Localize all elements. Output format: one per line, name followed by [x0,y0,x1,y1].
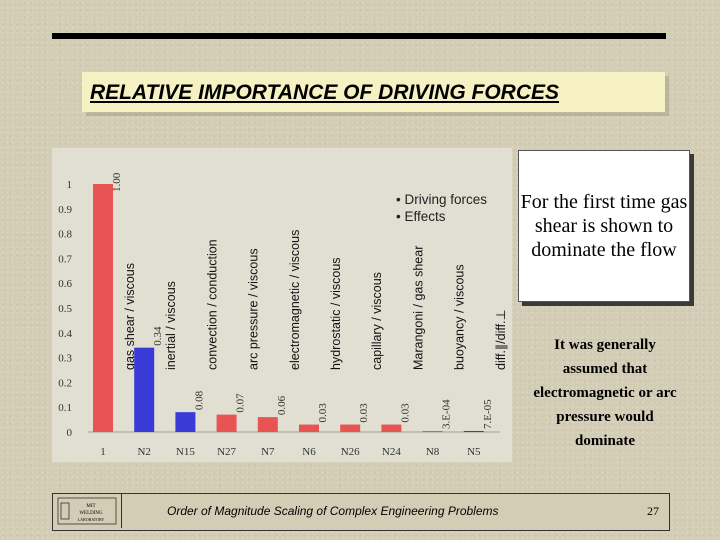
data-label: 0.03 [317,403,329,423]
bar-label: gas shear / viscous [123,263,137,370]
x-tick-label: N24 [382,446,401,458]
data-label: 0.07 [235,393,247,413]
y-tick-label: 1 [67,179,73,191]
bar [216,414,237,432]
data-label: 7.E-05 [482,399,494,429]
y-tick-label: 0.7 [58,253,72,265]
bar [463,431,484,432]
data-label: 0.03 [399,403,411,423]
slide-title: RELATIVE IMPORTANCE OF DRIVING FORCES [90,81,560,104]
x-tick-label: N27 [217,446,236,458]
y-tick-label: 0.2 [58,377,72,389]
lab-logo: MIT WELDING LABORATORY [53,494,122,528]
lab-logo-icon: MIT WELDING LABORATORY [57,497,117,525]
title-box: RELATIVE IMPORTANCE OF DRIVING FORCES [82,72,665,112]
x-tick-label: N2 [137,446,150,458]
x-tick-label: N26 [341,446,360,458]
y-tick-label: 0 [67,427,73,439]
callout-text: For the first time gas shear is shown to… [520,191,688,261]
data-label: 1.00 [111,172,123,192]
callout-box: For the first time gas shear is shown to… [518,150,690,302]
bar [257,417,278,432]
footer-text: Order of Magnitude Scaling of Complex En… [167,504,499,518]
bar-chart-panel: 0 0.1 0.2 0.3 0.4 0.5 0.6 0.7 0.8 0.9 1 1 1.00 gas sh… [52,148,512,462]
logo-text: LABORATORY [78,517,105,522]
bar [422,431,443,432]
footer-bar: MIT WELDING LABORATORY Order of Magnitud… [52,493,670,531]
bar-chart: 0 0.1 0.2 0.3 0.4 0.5 0.6 0.7 0.8 0.9 1 1 1.00 gas sh… [58,172,508,458]
logo-text: MIT [86,504,95,509]
bar-label: capillary / viscous [370,272,384,370]
y-tick-label: 0.5 [58,303,72,315]
y-tick-label: 0.8 [58,229,72,241]
legend-entry: • Effects [396,209,446,224]
bar [381,424,402,432]
side-note: It was generally assumed that electromag… [533,337,677,449]
x-tick-label: 1 [100,446,106,458]
x-tick-label: N15 [176,446,195,458]
bar-label: inertial / viscous [164,281,178,370]
bar-label: buoyancy / viscous [453,264,467,370]
data-label: 0.06 [276,395,288,415]
y-tick-label: 0.4 [58,328,72,340]
x-tick-label: N7 [261,446,275,458]
bar-label: hydrostatic / viscous [329,257,343,370]
data-label: 0.34 [152,326,164,346]
data-label: 0.08 [193,390,205,410]
bar-label: diff.∥/diff.⊥ [494,309,508,370]
legend-entry: • Driving forces [396,192,487,207]
y-tick-label: 0.1 [58,402,72,414]
data-label: 0.03 [358,403,370,423]
bar [93,184,113,432]
bar-label: arc pressure / viscous [247,248,261,370]
bar-label: electromagnetic / viscous [288,230,302,370]
y-tick-label: 0.3 [58,353,72,365]
x-tick-label: N8 [426,446,440,458]
data-label: 3.E-04 [441,399,453,429]
bar [134,347,155,432]
bar [340,424,361,432]
bar-label: convection / conduction [205,239,219,370]
bar [175,412,196,432]
logo-text: WELDING [79,511,103,516]
top-rule [52,33,666,39]
x-tick-label: N6 [302,446,316,458]
y-tick-label: 0.6 [58,278,72,290]
bar [299,424,319,432]
bar-label: Marangoni / gas shear [411,246,425,370]
page-number: 27 [647,504,659,518]
y-tick-label: 0.9 [58,204,72,216]
x-tick-label: N5 [467,446,481,458]
